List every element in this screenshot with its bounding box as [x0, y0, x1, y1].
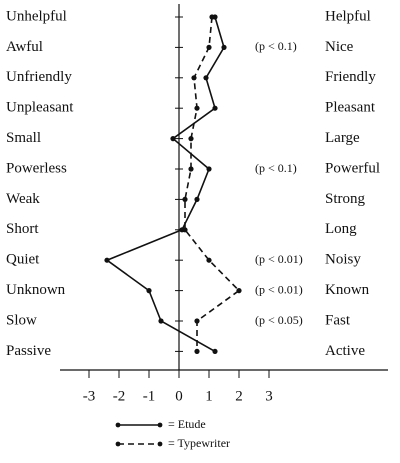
right-label: Large: [325, 130, 360, 146]
point: [158, 318, 164, 324]
left-label: Quiet: [6, 252, 40, 268]
left-label: Small: [6, 130, 41, 146]
right-label: Strong: [325, 191, 366, 207]
right-label: Known: [325, 282, 370, 298]
point: [206, 257, 212, 263]
legend-label: = Typewriter: [168, 436, 230, 450]
point: [182, 196, 188, 202]
x-tick-label: 3: [265, 388, 273, 404]
x-tick-label: 2: [235, 388, 243, 404]
left-label: Short: [6, 221, 39, 237]
point: [194, 348, 200, 354]
left-label: Unknown: [6, 282, 66, 298]
right-label: Nice: [325, 39, 354, 55]
point: [194, 196, 200, 202]
left-label: Passive: [6, 343, 51, 359]
right-label: Helpful: [325, 8, 371, 24]
right-label: Noisy: [325, 252, 361, 268]
p-label: (p < 0.01): [255, 282, 303, 296]
right-label: Powerful: [325, 160, 380, 176]
x-tick-label: 1: [205, 388, 213, 404]
point: [221, 44, 227, 51]
x-tick-label: -1: [143, 388, 156, 404]
profile-line: [105, 16, 225, 353]
legend-label: = Etude: [168, 417, 206, 431]
legend-point: [157, 422, 163, 428]
point: [209, 14, 215, 20]
right-label: Friendly: [325, 69, 376, 85]
left-label: Slow: [6, 312, 37, 328]
point: [146, 288, 152, 294]
right-label: Long: [325, 221, 357, 237]
p-label: (p < 0.01): [255, 252, 303, 266]
point: [188, 136, 194, 142]
point: [191, 75, 197, 81]
point: [212, 105, 218, 111]
x-tick-label: -2: [113, 388, 126, 404]
right-label: Fast: [325, 312, 351, 328]
left-label: Unfriendly: [6, 69, 72, 85]
point: [212, 348, 218, 354]
right-label: Pleasant: [325, 100, 376, 116]
left-label: Unpleasant: [6, 100, 74, 116]
x-tick-label: 0: [175, 388, 183, 404]
point: [194, 318, 200, 324]
right-label: Active: [325, 343, 365, 359]
profile-line: [184, 16, 241, 352]
point: [236, 288, 242, 294]
legend-point: [115, 422, 121, 428]
p-label: (p < 0.05): [255, 313, 303, 327]
p-label: (p < 0.1): [255, 39, 297, 53]
point: [104, 257, 110, 263]
point: [206, 166, 212, 172]
left-label: Unhelpful: [6, 8, 67, 24]
point: [194, 105, 200, 111]
point: [170, 136, 176, 142]
point: [206, 44, 212, 51]
point: [182, 227, 188, 233]
left-label: Weak: [6, 191, 40, 207]
x-tick-label: -3: [83, 388, 96, 404]
point: [188, 166, 194, 172]
point: [203, 75, 209, 81]
p-label: (p < 0.1): [255, 161, 297, 175]
left-label: Awful: [6, 39, 43, 55]
left-label: Powerless: [6, 160, 67, 176]
legend-point: [157, 441, 163, 447]
legend-point: [115, 441, 121, 447]
